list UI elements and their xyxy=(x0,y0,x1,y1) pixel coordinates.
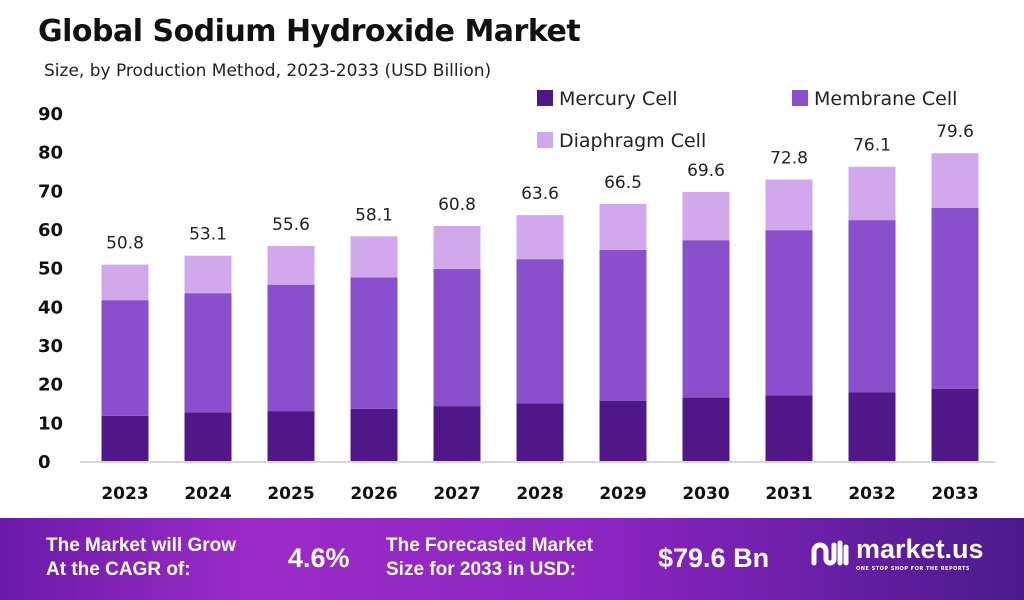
legend-swatch xyxy=(792,90,808,106)
chart-title: Global Sodium Hydroxide Market xyxy=(38,14,581,49)
cagr-value: 4.6% xyxy=(288,543,350,573)
bar-segment-diaphragm-cell xyxy=(765,179,813,231)
summary-banner: The Market will Grow At the CAGR of: 4.6… xyxy=(0,518,1024,600)
x-tick-label: 2023 xyxy=(101,484,148,504)
x-tick-label: 2030 xyxy=(682,484,729,504)
bar-segment-diaphragm-cell xyxy=(599,203,647,250)
legend-label: Membrane Cell xyxy=(814,88,957,110)
x-tick-label: 2031 xyxy=(765,484,812,504)
total-data-label: 69.6 xyxy=(687,161,725,181)
bar-segment-mercury-cell xyxy=(267,411,315,461)
bar-segment-membrane-cell xyxy=(350,277,398,409)
x-tick-label: 2026 xyxy=(350,484,397,504)
y-tick-label: 70 xyxy=(38,181,63,202)
bar-segment-diaphragm-cell xyxy=(433,225,481,269)
market-us-logo: market.us ONE STOP SHOP FOR THE REPORTS xyxy=(810,534,984,573)
total-data-label: 58.1 xyxy=(355,205,393,225)
x-tick-label: 2029 xyxy=(599,484,646,504)
total-data-label: 79.6 xyxy=(936,122,974,142)
bar-segment-membrane-cell xyxy=(848,220,896,393)
bar-segment-diaphragm-cell xyxy=(101,264,149,301)
bar-segment-membrane-cell xyxy=(682,240,730,398)
y-tick-label: 30 xyxy=(38,336,63,357)
bar-segment-mercury-cell xyxy=(765,395,813,461)
forecast-value: $79.6 Bn xyxy=(658,543,770,573)
bar-segment-mercury-cell xyxy=(184,412,232,461)
y-tick-label: 50 xyxy=(38,259,63,280)
forecast-label-line2: Size for 2033 in USD: xyxy=(386,559,577,580)
x-tick-label: 2025 xyxy=(267,484,314,504)
bar-segment-diaphragm-cell xyxy=(682,191,730,241)
cagr-label-line1: The Market will Grow xyxy=(46,535,237,556)
legend-label: Diaphragm Cell xyxy=(559,130,706,152)
y-tick-label: 90 xyxy=(38,104,63,125)
forecast-label-line1: The Forecasted Market xyxy=(386,535,593,556)
chart-subtitle: Size, by Production Method, 2023-2033 (U… xyxy=(44,61,492,81)
bar-segment-membrane-cell xyxy=(101,300,149,416)
bar-segment-mercury-cell xyxy=(599,400,647,461)
bar-segment-mercury-cell xyxy=(516,403,564,461)
total-data-label: 66.5 xyxy=(604,173,642,193)
x-tick-label: 2024 xyxy=(184,484,231,504)
total-data-label: 76.1 xyxy=(853,136,891,156)
total-data-label: 55.6 xyxy=(272,215,310,235)
x-tick-label: 2032 xyxy=(848,484,895,504)
bar-segment-membrane-cell xyxy=(599,249,647,401)
legend-label: Mercury Cell xyxy=(559,88,678,110)
total-data-label: 72.8 xyxy=(770,149,808,169)
bar-segment-mercury-cell xyxy=(350,408,398,461)
bar-segment-membrane-cell xyxy=(931,207,979,389)
bar-segment-membrane-cell xyxy=(184,293,232,413)
bar-segment-diaphragm-cell xyxy=(931,153,979,208)
forecast-label: The Forecasted Market Size for 2033 in U… xyxy=(386,534,593,582)
logo-mark-icon xyxy=(811,540,849,565)
y-tick-label: 0 xyxy=(38,452,51,473)
bar-segment-mercury-cell xyxy=(931,388,979,461)
bar-segment-membrane-cell xyxy=(267,284,315,412)
bar-segment-membrane-cell xyxy=(433,268,481,407)
y-tick-label: 20 xyxy=(38,375,63,396)
total-data-label: 53.1 xyxy=(189,225,227,245)
stacked-bar-chart: 010203040506070809050.8202353.1202455.62… xyxy=(38,88,995,504)
bar-segment-diaphragm-cell xyxy=(516,215,564,260)
legend-swatch xyxy=(537,132,553,148)
bar-segment-membrane-cell xyxy=(516,259,564,404)
bar-segment-mercury-cell xyxy=(433,406,481,461)
logo-tagline: ONE STOP SHOP FOR THE REPORTS xyxy=(856,566,971,572)
y-tick-label: 80 xyxy=(38,143,63,164)
total-data-label: 50.8 xyxy=(106,234,144,254)
bar-segment-mercury-cell xyxy=(682,397,730,461)
bar-segment-diaphragm-cell xyxy=(350,236,398,278)
x-tick-label: 2033 xyxy=(931,484,978,504)
bar-segment-diaphragm-cell xyxy=(267,246,315,285)
bar-segment-mercury-cell xyxy=(848,392,896,461)
bar-segment-membrane-cell xyxy=(765,230,813,396)
cagr-label-line2: At the CAGR of: xyxy=(46,559,191,580)
total-data-label: 60.8 xyxy=(438,195,476,215)
bar-segment-diaphragm-cell xyxy=(184,255,232,294)
bar-segment-mercury-cell xyxy=(101,415,149,461)
bar-segment-diaphragm-cell xyxy=(848,166,896,221)
cagr-label: The Market will Grow At the CAGR of: xyxy=(46,534,236,582)
y-tick-label: 40 xyxy=(38,297,63,318)
total-data-label: 63.6 xyxy=(521,184,559,204)
y-tick-label: 10 xyxy=(38,413,63,434)
x-tick-label: 2028 xyxy=(516,484,563,504)
legend-swatch xyxy=(537,90,553,106)
x-tick-label: 2027 xyxy=(433,484,480,504)
y-tick-label: 60 xyxy=(38,220,63,241)
logo-text: market.us xyxy=(856,534,984,564)
